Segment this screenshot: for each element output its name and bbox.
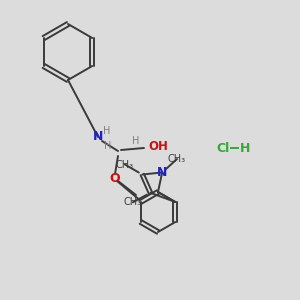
Text: N: N	[157, 166, 167, 179]
Text: Cl: Cl	[216, 142, 230, 154]
Text: CH₃: CH₃	[116, 160, 134, 170]
Text: CH₃: CH₃	[168, 154, 186, 164]
Text: OH: OH	[148, 140, 168, 154]
Text: O: O	[110, 172, 120, 184]
Text: H: H	[104, 141, 112, 151]
Text: CH₃: CH₃	[124, 197, 142, 207]
Text: H: H	[132, 136, 140, 146]
Text: H: H	[103, 126, 111, 136]
Text: H: H	[240, 142, 250, 154]
Text: N: N	[93, 130, 103, 143]
